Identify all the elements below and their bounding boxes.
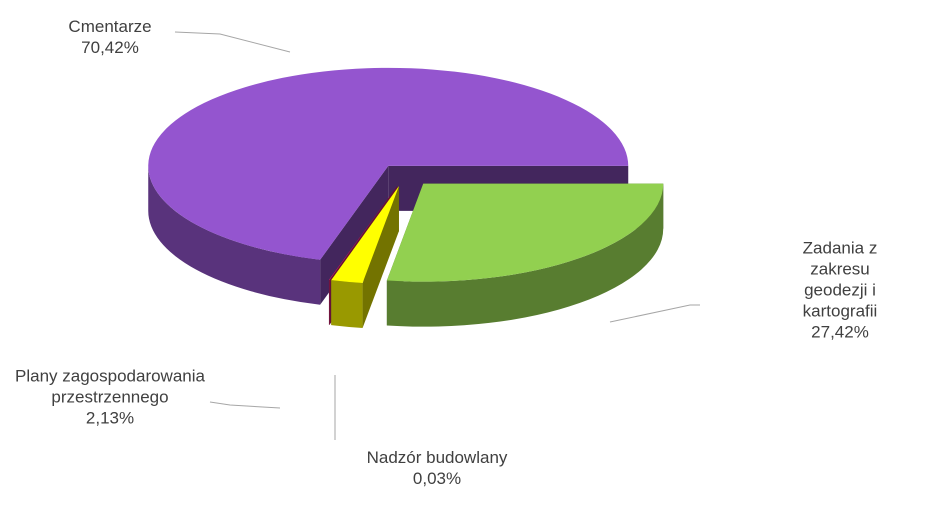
pie-slice bbox=[386, 183, 664, 282]
value-label: 70,42% bbox=[81, 38, 139, 57]
slice-label: Zadania z zakresu geodezji i kartografii… bbox=[785, 238, 896, 343]
category-label: Nadzór budowlany bbox=[366, 448, 508, 467]
pie-slice bbox=[331, 186, 399, 284]
slice-side bbox=[331, 280, 363, 329]
slice-side bbox=[386, 183, 664, 327]
category-label: Plany zagospodarowania przestrzennego bbox=[15, 366, 205, 407]
slice-label: Cmentarze 70,42% bbox=[68, 16, 151, 58]
leader-line bbox=[609, 304, 700, 323]
category-label: Zadania z zakresu geodezji i kartografii bbox=[802, 238, 878, 321]
slice-label: Nadzór budowlany 0,03% bbox=[367, 447, 508, 489]
value-label: 27,42% bbox=[811, 322, 869, 342]
slice-label: Plany zagospodarowania przestrzennego 2,1… bbox=[15, 366, 205, 429]
leader-line bbox=[174, 31, 291, 53]
slice-side bbox=[148, 165, 321, 305]
value-label: 2,13% bbox=[85, 408, 135, 428]
category-label: Cmentarze bbox=[68, 17, 152, 36]
pie-slice bbox=[148, 67, 629, 260]
value-label: 0,03% bbox=[412, 469, 462, 488]
pie-slice bbox=[328, 185, 398, 280]
leader-line bbox=[209, 401, 281, 409]
